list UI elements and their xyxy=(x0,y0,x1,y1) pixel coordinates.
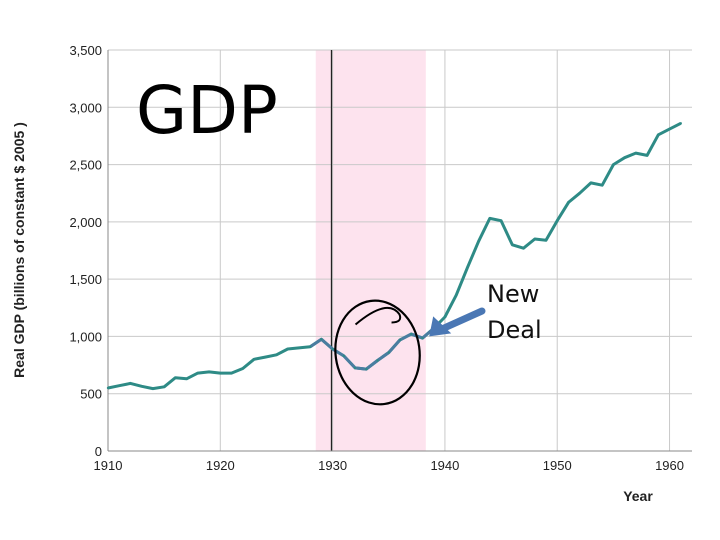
data-point xyxy=(207,370,211,374)
data-point xyxy=(421,336,424,340)
data-point xyxy=(477,240,480,243)
data-point xyxy=(657,133,660,136)
annotations xyxy=(334,299,486,406)
data-point xyxy=(275,353,278,356)
data-point xyxy=(252,358,256,361)
new-deal-label-line1: New xyxy=(487,280,539,308)
y-tick-label: 3,000 xyxy=(69,100,102,115)
new-deal-shaded-region xyxy=(315,50,426,451)
data-point xyxy=(219,371,222,375)
data-point xyxy=(365,367,368,371)
gdp-line-new-deal-segment xyxy=(309,327,435,371)
data-point xyxy=(230,371,233,375)
shaded-band xyxy=(315,50,426,451)
data-point xyxy=(679,122,682,125)
data-point xyxy=(511,243,514,246)
y-tick-label: 1,000 xyxy=(69,329,102,344)
x-tick-label: 1950 xyxy=(543,458,572,473)
data-point xyxy=(185,377,188,381)
data-point xyxy=(623,156,626,159)
y-tick-label: 2,000 xyxy=(69,215,102,230)
hand-drawn-swirl xyxy=(354,306,402,326)
x-tick-label: 1960 xyxy=(655,458,684,473)
data-point xyxy=(140,385,143,388)
data-point xyxy=(645,154,649,157)
data-point xyxy=(106,386,110,390)
new-deal-label-line2: Deal xyxy=(487,316,542,344)
data-point xyxy=(241,367,244,370)
data-point xyxy=(286,347,289,351)
data-point xyxy=(499,219,503,222)
data-point xyxy=(600,183,604,187)
x-axis-title: Year xyxy=(623,488,653,504)
data-point xyxy=(162,385,166,389)
data-point xyxy=(589,181,593,185)
arrow-head-icon xyxy=(429,316,452,337)
data-point xyxy=(398,338,402,342)
gdp-series xyxy=(106,121,682,391)
x-tick-label: 1920 xyxy=(206,458,235,473)
data-point xyxy=(174,376,177,379)
tick-labels: 0 500 1,000 1,500 2,000 2,500 3,000 3,500 1910 19… xyxy=(69,43,684,473)
x-tick-label: 1930 xyxy=(318,458,347,473)
axes xyxy=(107,50,692,452)
y-axis-title: Real GDP (billions of constant $ 2005 ) xyxy=(11,122,27,378)
data-point xyxy=(353,366,357,370)
data-point xyxy=(387,351,390,354)
data-point xyxy=(196,371,200,375)
data-point xyxy=(443,315,447,319)
data-point xyxy=(264,355,267,359)
data-point xyxy=(454,293,458,297)
data-point xyxy=(466,266,469,269)
y-tick-label: 500 xyxy=(80,387,102,402)
data-point xyxy=(612,163,615,166)
data-point xyxy=(331,347,334,351)
data-point xyxy=(668,127,671,131)
arrow-icon xyxy=(439,307,486,332)
data-point xyxy=(129,382,132,385)
y-tick-label: 3,500 xyxy=(69,43,102,58)
data-point xyxy=(308,345,312,348)
data-point xyxy=(556,219,559,222)
y-tick-label: 1,500 xyxy=(69,272,102,287)
data-point xyxy=(410,332,413,336)
data-point xyxy=(567,201,570,204)
data-point xyxy=(634,151,638,155)
data-point xyxy=(297,346,301,350)
x-tick-label: 1910 xyxy=(94,458,123,473)
data-point xyxy=(342,354,346,358)
data-point xyxy=(488,217,492,220)
data-point xyxy=(544,238,548,242)
data-point xyxy=(151,387,155,390)
data-point xyxy=(376,359,379,362)
data-point xyxy=(578,192,581,195)
chart-title: GDP xyxy=(136,72,278,149)
data-point xyxy=(533,237,536,241)
data-point xyxy=(522,247,525,250)
y-tick-label: 2,500 xyxy=(69,158,102,173)
hand-drawn-circle xyxy=(334,299,421,406)
data-point xyxy=(320,338,323,341)
x-tick-label: 1940 xyxy=(430,458,459,473)
data-point xyxy=(118,384,121,387)
y-tick-label: 0 xyxy=(95,444,102,459)
grid-lines xyxy=(107,49,692,452)
